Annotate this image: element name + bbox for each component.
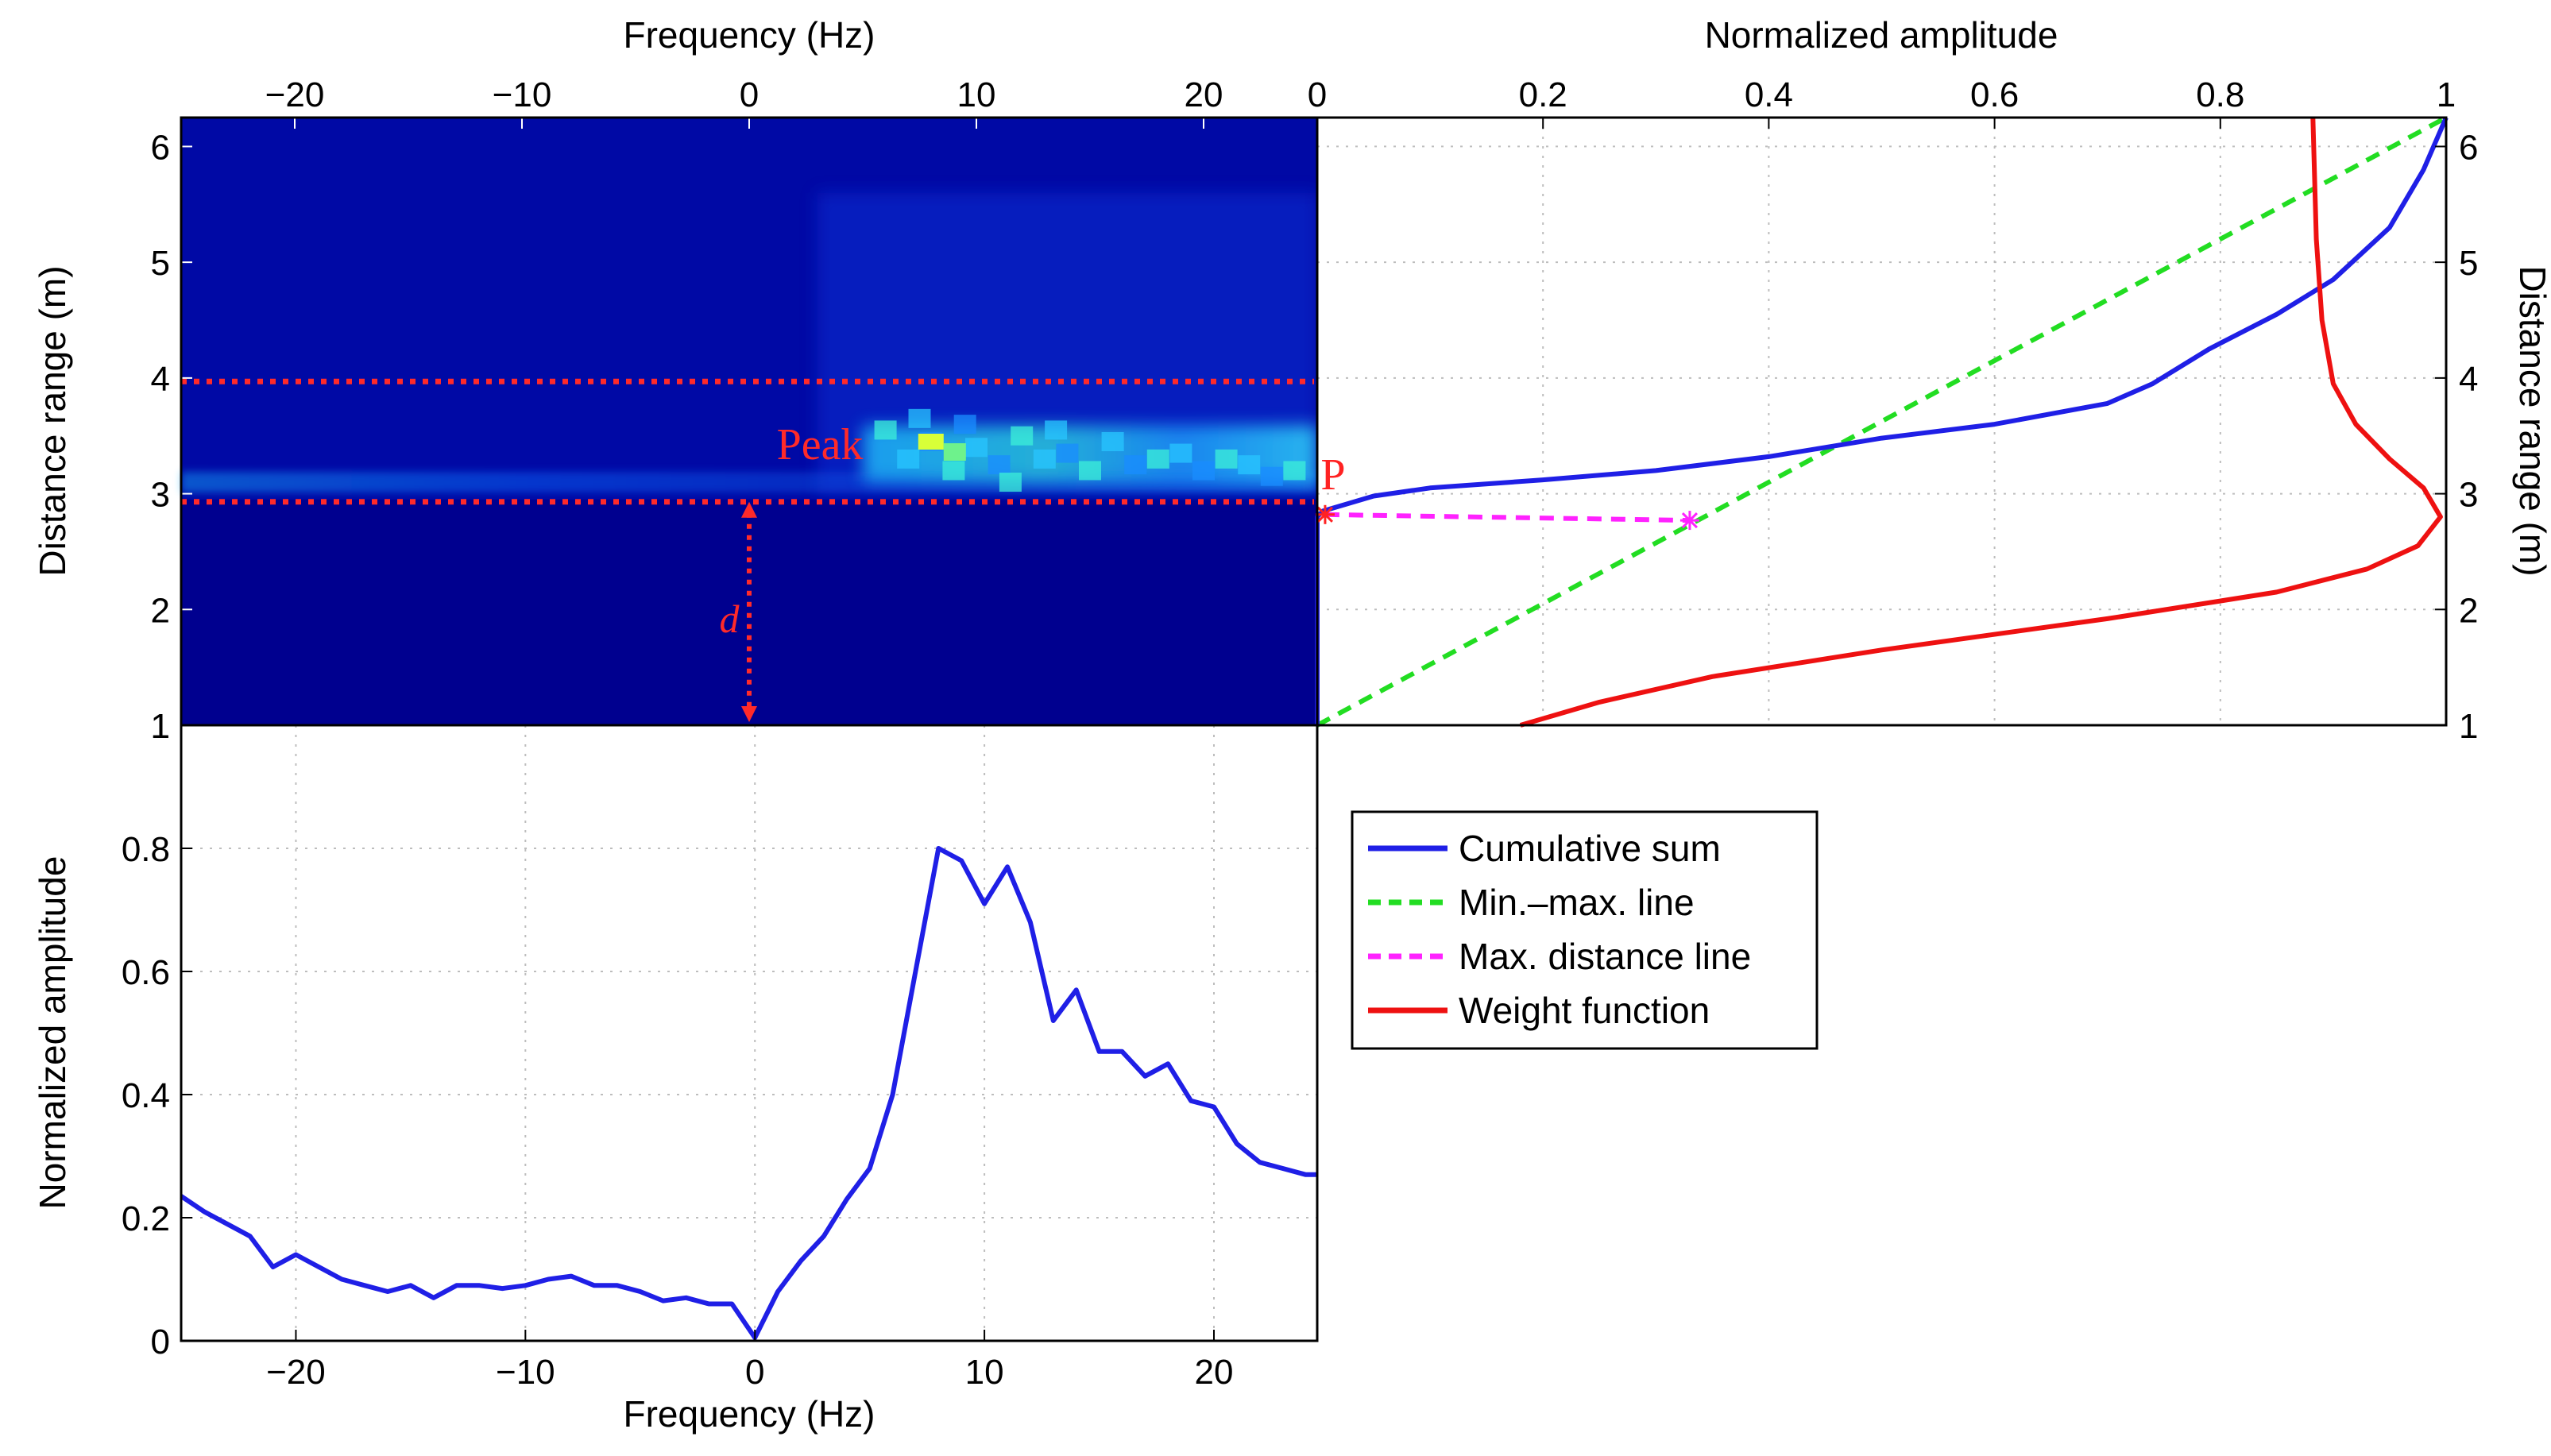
cumulative-panel: P 0 0.2 0.4 0.6 0.8 1 1 2 3 4 5 6 Normalized amplit… — [1308, 14, 2551, 746]
heatmap-ytick-label: 6 — [151, 128, 170, 167]
spectrum-ylabel: Normalized amplitude — [32, 856, 73, 1210]
cumulative-plot-area — [1317, 118, 2446, 725]
heatmap-peak-halo — [943, 443, 966, 461]
spectrum-ytick-label: 0 — [151, 1323, 170, 1361]
legend-label-max-distance: Max. distance line — [1459, 936, 1751, 977]
heatmap-xtick-label: 10 — [957, 75, 996, 114]
heatmap-xtick-label: −10 — [493, 75, 552, 114]
heatmap-cell — [1033, 449, 1056, 469]
cumulative-ytick-label: 5 — [2459, 244, 2478, 283]
d-arrow-head-bottom — [741, 706, 757, 722]
d-arrow-head-top — [741, 501, 757, 518]
heatmap-cell — [1283, 461, 1306, 481]
spectrum-xtick-label: −10 — [496, 1353, 555, 1392]
heatmap-xtick-label: 0 — [740, 75, 759, 114]
d-label: d — [720, 597, 740, 641]
cumulative-marker-1 — [1679, 511, 1699, 531]
cumulative-ytick-label: 4 — [2459, 360, 2478, 399]
spectrum-ytick-label: 0.8 — [122, 830, 170, 869]
spectrum-ytick-label: 0.2 — [122, 1199, 170, 1238]
heatmap-cell — [1124, 455, 1147, 475]
heatmap-cell — [1045, 420, 1068, 440]
spectrogram-xlabel: Frequency (Hz) — [624, 14, 875, 56]
cumulative-ytick-label: 1 — [2459, 707, 2478, 746]
spectrum-ticks: −20 −10 0 10 20 0 0.2 0.4 0.6 0.8 1 — [122, 707, 1234, 1392]
cumulative-xtick-label: 1 — [2437, 75, 2456, 114]
heatmap-cell — [897, 449, 920, 469]
cumulative-series-3 — [1519, 117, 2443, 728]
heatmap-cell — [1260, 466, 1283, 486]
cumulative-ytick-label: 3 — [2459, 476, 2478, 515]
cumulative-xtick-label: 0 — [1308, 75, 1327, 114]
heatmap-cell — [988, 455, 1011, 475]
legend: Cumulative sum Min.–max. line Max. dista… — [1351, 810, 1819, 1050]
heatmap-ytick-label: 2 — [151, 591, 170, 630]
heatmap-cell — [1215, 449, 1238, 469]
spectrum-xtick-label: 10 — [965, 1353, 1004, 1392]
cumulative-xtick-label: 0.4 — [1745, 75, 1793, 114]
legend-label-cumulative-sum: Cumulative sum — [1459, 828, 1721, 869]
cumulative-ticks: 0 0.2 0.4 0.6 0.8 1 1 2 3 4 5 6 — [1308, 75, 2479, 746]
spectrum-ytick-label: 0.6 — [122, 953, 170, 992]
heatmap-cell — [1011, 426, 1034, 446]
heatmap-cell — [942, 461, 965, 481]
heatmap-xtick-label: 20 — [1185, 75, 1223, 114]
cumulative-marker-0 — [1315, 504, 1335, 524]
spectrum-panel: −20 −10 0 10 20 0 0.2 0.4 0.6 0.8 1 Frequency (Hz)… — [32, 707, 1319, 1435]
cumulative-frame — [1316, 116, 2448, 727]
cumulative-lines: P — [1315, 115, 2449, 728]
cumulative-marker-label: P — [1320, 450, 1345, 500]
spectrogram-panel: −20 −10 0 10 20 1 2 3 4 5 6 Frequency (Hz) Distanc… — [32, 14, 1319, 746]
spectrum-xtick-label: −20 — [266, 1353, 326, 1392]
spectrum-ytick-label: 0.4 — [122, 1076, 170, 1115]
cumulative-grid — [1317, 118, 2446, 725]
cumulative-xlabel: Normalized amplitude — [1705, 14, 2058, 56]
heatmap-cell — [1056, 443, 1079, 463]
cumulative-series-2 — [1324, 512, 1690, 523]
heatmap-ytick-label: 4 — [151, 360, 170, 399]
heatmap-ytick-label: 1 — [151, 707, 170, 746]
cumulative-xtick-label: 0.8 — [2196, 75, 2244, 114]
heatmap-cell — [999, 473, 1022, 492]
heatmap-cell — [1192, 461, 1215, 481]
heatmap-ytick-label: 3 — [151, 476, 170, 515]
cumulative-series-0 — [1315, 116, 2449, 725]
heatmap-cell — [1169, 443, 1192, 463]
heatmap-cell — [908, 408, 931, 428]
heatmap-cell — [874, 420, 897, 440]
heatmap-peak — [918, 434, 944, 450]
heatmap-cell — [1146, 449, 1169, 469]
cumulative-ytick-label: 6 — [2459, 128, 2478, 167]
spectrum-frame — [180, 724, 1319, 1342]
spectrum-ytick-label: 1 — [151, 707, 170, 746]
heatmap-cell — [1079, 461, 1101, 481]
spectrum-xtick-label: 20 — [1195, 1353, 1234, 1392]
cumulative-ytick-label: 2 — [2459, 591, 2478, 630]
spectrum-plot-area — [181, 725, 1317, 1341]
heatmap-ticks: −20 −10 0 10 20 1 2 3 4 5 6 — [151, 75, 1223, 746]
heatmap-cell — [953, 415, 976, 434]
spectrum-xlabel: Frequency (Hz) — [624, 1393, 875, 1435]
legend-label-weight-function: Weight function — [1459, 990, 1710, 1031]
heatmap-xtick-label: −20 — [265, 75, 325, 114]
cumulative-xtick-label: 0.2 — [1519, 75, 1567, 114]
heatmap-cell — [1101, 432, 1124, 451]
heatmap-cell — [965, 438, 988, 458]
spectrogram-ylabel: Distance range (m) — [32, 265, 73, 576]
spectrum-xtick-label: 0 — [745, 1353, 764, 1392]
cumulative-ylabel: Distance range (m) — [2512, 265, 2551, 576]
heatmap-ytick-label: 5 — [151, 244, 170, 283]
heatmap-cell — [1238, 455, 1261, 475]
heatmap-marks — [181, 118, 1317, 722]
peak-label: Peak — [777, 420, 864, 469]
legend-label-min-max: Min.–max. line — [1459, 882, 1695, 923]
cumulative-xtick-label: 0.6 — [1970, 75, 2019, 114]
